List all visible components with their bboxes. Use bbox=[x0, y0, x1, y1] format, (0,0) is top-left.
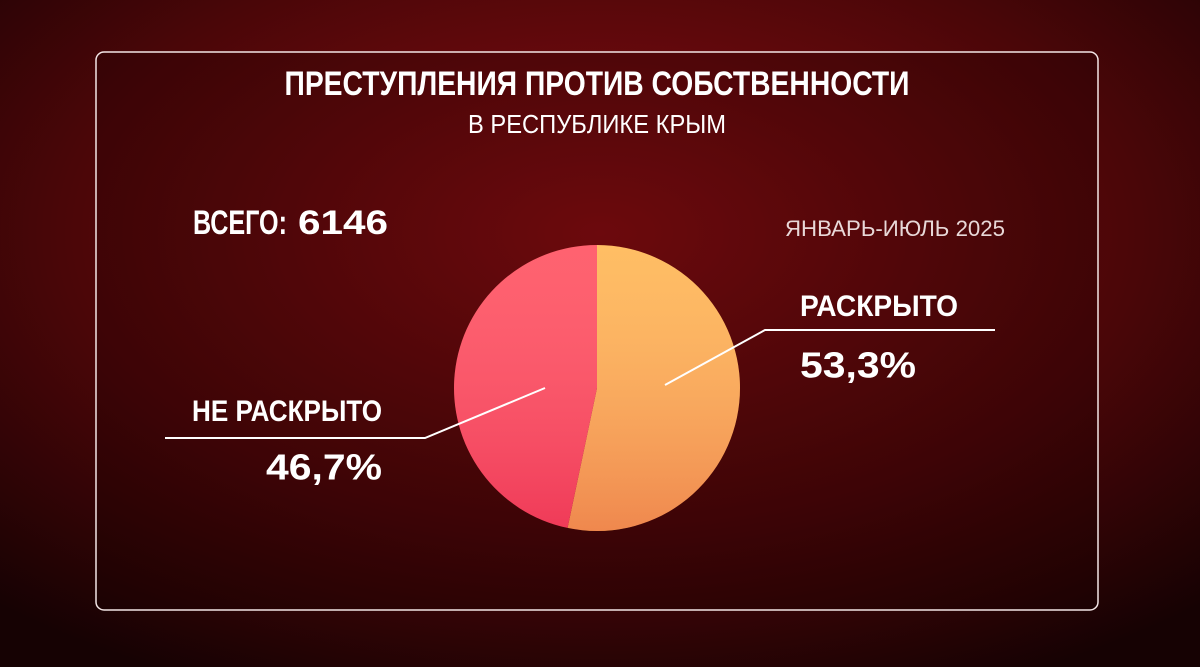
total-value: 6146 bbox=[298, 204, 388, 242]
period: ЯНВАРЬ-ИЮЛЬ 2025 bbox=[785, 216, 1005, 241]
leader-line bbox=[664, 329, 995, 386]
total-label: ВСЕГО: bbox=[193, 204, 287, 242]
slice-value: 53,3% bbox=[800, 345, 916, 386]
slice-value: 46,7% bbox=[266, 447, 382, 488]
chart-title: ПРЕСТУПЛЕНИЯ ПРОТИВ СОБСТВЕННОСТИ bbox=[285, 65, 910, 103]
chart-subtitle: В РЕСПУБЛИКЕ КРЫМ bbox=[468, 109, 726, 139]
leader-line bbox=[165, 387, 546, 439]
pie-shade bbox=[454, 245, 740, 531]
slice-label: РАСКРЫТО bbox=[800, 290, 958, 323]
slice-label: НЕ РАСКРЫТО bbox=[192, 395, 382, 428]
